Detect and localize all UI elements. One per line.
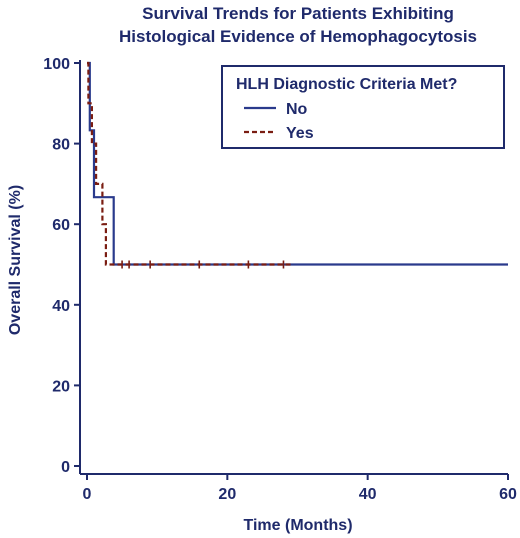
legend-title: HLH Diagnostic Criteria Met? — [236, 76, 457, 93]
y-tick-label: 100 — [43, 56, 70, 73]
chart-title-line: Survival Trends for Patients Exhibiting — [142, 4, 454, 23]
survival-curves — [87, 61, 508, 269]
x-tick-label: 0 — [83, 486, 92, 503]
y-tick-label: 40 — [52, 298, 70, 315]
plot-axes — [79, 60, 508, 475]
legend: HLH Diagnostic Criteria Met? No Yes — [221, 65, 505, 149]
x-tick-label: 20 — [218, 486, 236, 503]
y-tick-label: 60 — [52, 217, 70, 234]
y-tick-label: 80 — [52, 137, 70, 154]
survival-curve-no — [87, 61, 508, 266]
y-axis-ticks: 0 20 40 60 80 100 — [43, 56, 80, 476]
y-axis-label: Overall Survival (%) — [7, 185, 24, 335]
x-tick-label: 40 — [359, 486, 377, 503]
x-axis-ticks: 0 20 40 60 — [83, 474, 517, 503]
chart-title-line: Histological Evidence of Hemophagocytosi… — [119, 27, 477, 46]
x-axis-label: Time (Months) — [243, 517, 352, 534]
survival-curve-yes — [87, 61, 291, 266]
legend-label-no: No — [286, 101, 308, 118]
x-tick-label: 60 — [499, 486, 517, 503]
legend-label-yes: Yes — [286, 125, 314, 142]
y-tick-label: 0 — [61, 459, 70, 476]
chart-title: Survival Trends for Patients Exhibiting H… — [119, 4, 477, 46]
y-tick-label: 20 — [52, 378, 70, 395]
